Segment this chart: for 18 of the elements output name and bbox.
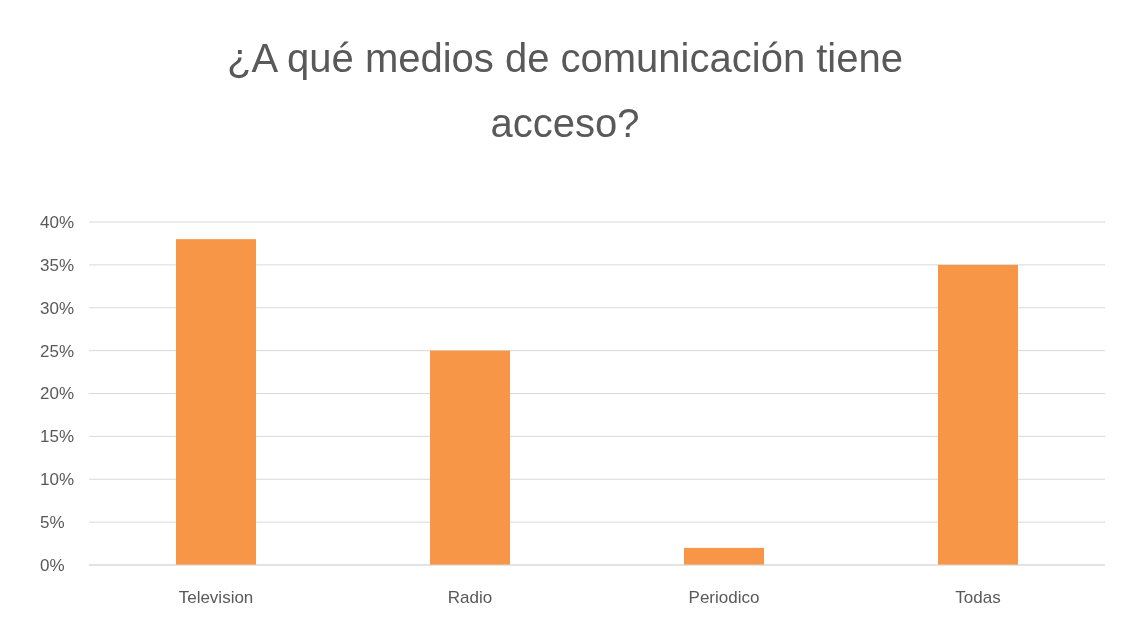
y-tick-label: 35% [40,255,75,275]
bar [430,350,511,565]
y-tick-label: 25% [40,341,75,361]
x-tick-label: Todas [955,588,1001,607]
bar [938,264,1019,565]
y-tick-label: 5% [40,513,65,533]
y-tick-label: 15% [40,427,75,447]
chart-title: ¿A qué medios de comunicación tiene acceso? [227,36,903,145]
x-tick-label: Television [178,588,254,607]
y-tick-label: 40% [40,212,75,232]
y-tick-label: 10% [40,470,75,490]
bar [684,547,765,565]
y-tick-label: 20% [40,384,75,404]
bar [176,239,257,565]
y-tick-label: 30% [40,298,75,318]
y-tick-label: 0% [40,555,65,575]
x-tick-label: Periodico [688,588,760,607]
x-tick-label: Radio [447,588,493,607]
